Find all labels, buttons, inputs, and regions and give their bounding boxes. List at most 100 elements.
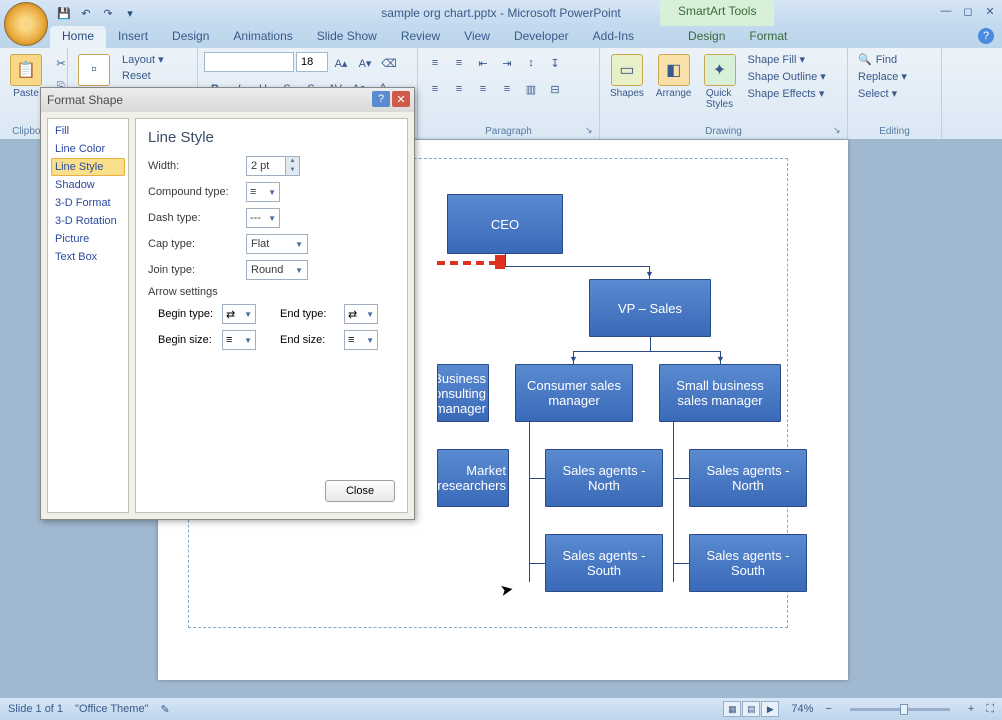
quick-styles-button[interactable]: ✦Quick Styles [700,52,740,124]
dialog-close-icon[interactable]: ✕ [392,91,410,107]
compound-combo[interactable]: ≡▼ [246,182,280,202]
indent-icon[interactable]: ⇥ [496,52,518,74]
arrange-button[interactable]: ◧Arrange [652,52,696,124]
justify-icon[interactable]: ≡ [496,78,518,100]
normal-view-icon[interactable]: ▦ [723,701,741,717]
orgchart-node-consmgr[interactable]: Consumer sales manager [515,364,633,422]
orgchart-node-ceo[interactable]: CEO [447,194,563,254]
maximize-icon[interactable]: ◻ [960,4,976,18]
tab-developer[interactable]: Developer [502,26,581,48]
tab-design[interactable]: Design [160,26,221,48]
redo-icon[interactable]: ↷ [98,3,118,23]
align-left-icon[interactable]: ≡ [424,78,446,100]
grow-font-icon[interactable]: A▴ [330,52,352,74]
dialog-help-icon[interactable]: ? [372,91,390,107]
linespacing-icon[interactable]: ↕ [520,52,542,74]
cap-combo[interactable]: Flat▼ [246,234,308,254]
begin-size-combo[interactable]: ≡▼ [222,330,256,350]
zoom-percent[interactable]: 74% [791,703,813,715]
bullets-icon[interactable]: ≡ [424,52,446,74]
orgchart-node-bizmgr[interactable]: Business Consulting manager [437,364,489,422]
save-icon[interactable]: 💾 [54,3,74,23]
format-shape-dialog: Format Shape ? ✕ FillLine ColorLine Styl… [40,87,415,520]
align-text-icon[interactable]: ⊟ [544,78,566,100]
dialog-nav-3-d-format[interactable]: 3-D Format [51,194,125,212]
shapes-button[interactable]: ▭Shapes [606,52,648,124]
undo-icon[interactable]: ↶ [76,3,96,23]
dialog-nav-line-style[interactable]: Line Style [51,158,125,176]
slide-info: Slide 1 of 1 [8,703,63,715]
dialog-nav-shadow[interactable]: Shadow [51,176,125,194]
reset-menu[interactable]: Reset [118,69,168,83]
paragraph-launcher-icon[interactable]: ↘ [585,125,597,137]
slideshow-view-icon[interactable]: ▶ [761,701,779,717]
dash-combo[interactable]: ---▼ [246,208,280,228]
close-button[interactable]: Close [325,480,395,502]
dedent-icon[interactable]: ⇤ [472,52,494,74]
orgchart-node-s_s[interactable]: Sales agents - South [689,534,807,592]
spin-down-icon[interactable]: ▼ [285,166,299,175]
shape-fill-menu[interactable]: Shape Fill ▾ [744,52,830,67]
end-type-combo[interactable]: ⇄▼ [344,304,378,324]
dialog-nav-picture[interactable]: Picture [51,230,125,248]
layout-menu[interactable]: Layout ▾ [118,52,168,67]
columns-icon[interactable]: ▥ [520,78,542,100]
width-spinner[interactable]: 2 pt ▲▼ [246,156,300,176]
tab-slideshow[interactable]: Slide Show [305,26,389,48]
tab-smartart-design[interactable]: Design [676,26,737,48]
minimize-icon[interactable]: — [938,4,954,18]
tab-review[interactable]: Review [389,26,452,48]
zoom-in-icon[interactable]: + [968,703,974,715]
zoom-out-icon[interactable]: − [825,703,831,715]
dialog-nav-line-color[interactable]: Line Color [51,140,125,158]
view-buttons: ▦ ▤ ▶ [723,701,779,717]
office-button[interactable] [4,2,48,46]
dialog-nav-fill[interactable]: Fill [51,122,125,140]
dialog-nav-text-box[interactable]: Text Box [51,248,125,266]
status-bar: Slide 1 of 1 "Office Theme" ✎ ▦ ▤ ▶ 74% … [0,698,1002,720]
sorter-view-icon[interactable]: ▤ [742,701,760,717]
shape-outline-menu[interactable]: Shape Outline ▾ [744,69,830,84]
spin-up-icon[interactable]: ▲ [285,157,299,166]
tab-home[interactable]: Home [50,26,106,48]
help-icon[interactable]: ? [978,28,994,44]
clear-format-icon[interactable]: ⌫ [378,52,400,74]
align-right-icon[interactable]: ≡ [472,78,494,100]
cap-label: Cap type: [148,238,238,250]
connector-handle[interactable] [495,255,505,269]
replace-menu[interactable]: Replace ▾ [854,69,935,84]
shrink-font-icon[interactable]: A▾ [354,52,376,74]
tab-view[interactable]: View [452,26,502,48]
find-menu[interactable]: 🔍 Find [854,52,935,67]
orgchart-node-c_s[interactable]: Sales agents - South [545,534,663,592]
orgchart-node-c_n[interactable]: Sales agents - North [545,449,663,507]
tab-addins[interactable]: Add-Ins [581,26,646,48]
orgchart-node-sbmgr[interactable]: Small business sales manager [659,364,781,422]
drawing-launcher-icon[interactable]: ↘ [833,125,845,137]
quick-access-toolbar: 💾 ↶ ↷ ▾ [54,3,140,23]
zoom-slider[interactable] [850,708,950,711]
selected-connector[interactable] [437,261,497,265]
shape-effects-menu[interactable]: Shape Effects ▾ [744,86,830,101]
tab-smartart-format[interactable]: Format [737,26,799,48]
begin-type-combo[interactable]: ⇄▼ [222,304,256,324]
join-combo[interactable]: Round▼ [246,260,308,280]
text-direction-icon[interactable]: ↧ [544,52,566,74]
align-center-icon[interactable]: ≡ [448,78,470,100]
dialog-nav-3-d-rotation[interactable]: 3-D Rotation [51,212,125,230]
end-size-combo[interactable]: ≡▼ [344,330,378,350]
close-window-icon[interactable]: ✕ [982,4,998,18]
fit-window-icon[interactable]: ⛶ [986,703,994,716]
orgchart-node-vp[interactable]: VP – Sales [589,279,711,337]
orgchart-node-s_n[interactable]: Sales agents - North [689,449,807,507]
select-menu[interactable]: Select ▾ [854,86,935,101]
font-size-combo[interactable] [296,52,328,72]
tab-animations[interactable]: Animations [221,26,304,48]
numbering-icon[interactable]: ≡ [448,52,470,74]
tab-insert[interactable]: Insert [106,26,160,48]
dialog-titlebar[interactable]: Format Shape ? ✕ [41,88,414,112]
qat-customize-icon[interactable]: ▾ [120,3,140,23]
font-family-combo[interactable] [204,52,294,72]
spellcheck-icon[interactable]: ✎ [160,703,169,716]
orgchart-node-mkt[interactable]: Market researchers [437,449,509,507]
